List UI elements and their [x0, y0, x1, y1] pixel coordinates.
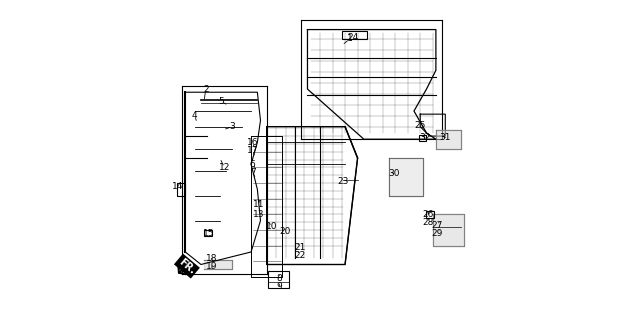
Text: 11: 11	[253, 200, 265, 210]
Polygon shape	[436, 130, 461, 149]
Bar	[268, 271, 289, 288]
Bar	[204, 230, 212, 236]
Text: 32: 32	[419, 133, 431, 142]
Text: 26: 26	[422, 210, 434, 219]
Bar	[342, 31, 367, 39]
Text: 13: 13	[253, 210, 265, 219]
Text: 14: 14	[172, 182, 183, 191]
Text: 17: 17	[247, 146, 259, 155]
Text: 1: 1	[347, 34, 353, 44]
Text: 3: 3	[229, 122, 235, 131]
Text: 20: 20	[280, 227, 291, 236]
Text: 6: 6	[250, 160, 255, 169]
Bar	[419, 135, 426, 141]
Text: 29: 29	[432, 229, 443, 238]
Polygon shape	[389, 158, 424, 196]
Text: 2: 2	[203, 85, 209, 94]
Text: 7: 7	[250, 167, 255, 177]
Text: 27: 27	[432, 221, 443, 230]
Text: 31: 31	[440, 133, 451, 142]
Polygon shape	[204, 260, 232, 269]
Text: 8: 8	[276, 274, 282, 283]
Text: 21: 21	[294, 243, 305, 252]
Text: 30: 30	[388, 169, 399, 178]
Text: 10: 10	[266, 222, 277, 231]
Text: 19: 19	[206, 262, 218, 270]
Text: 9: 9	[276, 282, 282, 291]
Text: 23: 23	[338, 177, 349, 186]
Text: 16: 16	[247, 138, 259, 147]
Text: 25: 25	[415, 121, 426, 130]
Text: 28: 28	[422, 218, 434, 227]
Bar	[177, 183, 186, 196]
Bar	[426, 211, 434, 217]
Text: 4: 4	[192, 111, 198, 120]
Text: 22: 22	[294, 251, 305, 260]
Text: 5: 5	[218, 97, 224, 106]
Polygon shape	[433, 214, 464, 246]
Text: 15: 15	[203, 229, 214, 238]
Text: 24: 24	[348, 33, 358, 42]
Text: FR.: FR.	[177, 257, 197, 276]
Text: 12: 12	[219, 163, 230, 172]
Text: 18: 18	[206, 254, 218, 263]
